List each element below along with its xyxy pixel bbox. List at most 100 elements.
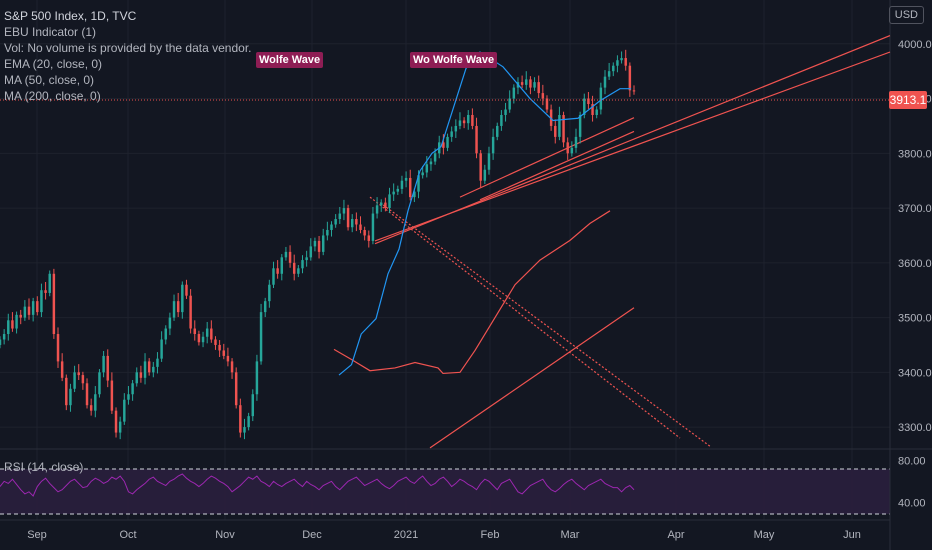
candle-body bbox=[409, 177, 412, 198]
rsi-line bbox=[0, 473, 635, 497]
candle-body bbox=[396, 188, 400, 192]
legend-vol[interactable]: Vol: No volume is provided by the data v… bbox=[4, 41, 252, 55]
candle-body bbox=[491, 136, 495, 154]
candle-body bbox=[131, 383, 134, 395]
candle-body bbox=[268, 284, 271, 302]
candle-body bbox=[607, 71, 611, 77]
candle-body bbox=[172, 301, 176, 318]
candle-body bbox=[239, 405, 242, 433]
candle-body bbox=[52, 273, 56, 335]
candle-body bbox=[500, 114, 503, 126]
wo-wolfe-wave-tag[interactable]: Wo Wolfe Wave bbox=[410, 52, 498, 68]
trendline bbox=[374, 51, 891, 242]
candle-body bbox=[483, 169, 487, 181]
candle-body bbox=[85, 383, 89, 406]
candle-body bbox=[156, 358, 159, 367]
candle-body bbox=[388, 194, 391, 209]
trendline bbox=[379, 202, 711, 447]
candle-body bbox=[214, 339, 217, 345]
candle-body bbox=[313, 240, 317, 247]
candle-body bbox=[330, 224, 333, 230]
candle-body bbox=[578, 114, 582, 137]
time-tick-label: Feb bbox=[481, 529, 500, 541]
candle-body bbox=[392, 191, 395, 195]
candle-body bbox=[69, 388, 72, 406]
candle-body bbox=[570, 147, 574, 154]
candle-body bbox=[496, 125, 499, 137]
candle-body bbox=[160, 339, 163, 359]
trendlines[interactable] bbox=[369, 35, 891, 449]
time-axis[interactable]: Sep Oct Nov Dec 2021 Feb Mar Apr May Jun bbox=[27, 529, 861, 541]
candle-body bbox=[110, 380, 114, 411]
candle-body bbox=[255, 361, 259, 395]
candle-body bbox=[520, 82, 524, 85]
candle-body bbox=[400, 180, 404, 189]
candle-body bbox=[549, 109, 553, 126]
symbol-title[interactable]: S&P 500 Index, 1D, TVC bbox=[4, 9, 137, 23]
candle-body bbox=[73, 372, 76, 389]
candle-body bbox=[292, 262, 296, 274]
candle-body bbox=[65, 377, 68, 406]
candle-body bbox=[123, 399, 126, 422]
candle-body bbox=[247, 416, 250, 428]
legend-ema[interactable]: EMA (20, close, 0) bbox=[4, 57, 103, 71]
candle-body bbox=[475, 125, 478, 154]
candle-body bbox=[462, 120, 466, 124]
candle-body bbox=[181, 284, 184, 313]
price-tick-label: 3600.0 bbox=[898, 258, 932, 270]
candle-body bbox=[599, 87, 603, 110]
candle-body bbox=[251, 394, 255, 417]
price-tick-label: 4000.0 bbox=[898, 39, 932, 51]
candle-body bbox=[19, 314, 22, 318]
candle-body bbox=[135, 372, 138, 384]
candle-body bbox=[326, 229, 329, 236]
candle-body bbox=[558, 114, 561, 137]
candle-body bbox=[305, 257, 308, 261]
price-tick-label: 3300.0 bbox=[898, 422, 932, 434]
candle-body bbox=[210, 328, 213, 340]
candle-body bbox=[529, 79, 532, 88]
candle-body bbox=[574, 136, 578, 148]
trendline bbox=[479, 130, 635, 201]
time-tick-label: Sep bbox=[27, 529, 47, 541]
candle-body bbox=[371, 213, 375, 241]
candle-body bbox=[284, 251, 288, 258]
candle-body bbox=[450, 131, 453, 137]
time-tick-label: Nov bbox=[215, 529, 235, 541]
candle-body bbox=[620, 58, 623, 61]
currency-button[interactable]: USD bbox=[888, 6, 924, 24]
price-tick-label: 3700.0 bbox=[898, 203, 932, 215]
candle-body bbox=[89, 405, 93, 411]
candle-body bbox=[118, 421, 122, 433]
rsi-legend[interactable]: RSI (14, close) bbox=[4, 460, 84, 474]
candle-body bbox=[508, 98, 511, 110]
candle-body bbox=[583, 98, 586, 115]
candle-body bbox=[595, 109, 598, 115]
candle-body bbox=[259, 312, 263, 362]
rsi-axis[interactable]: 80.00 40.00 bbox=[898, 455, 926, 509]
candle-body bbox=[114, 410, 118, 433]
legend-ebu[interactable]: EBU Indicator (1) bbox=[4, 25, 97, 39]
candle-body bbox=[334, 219, 337, 225]
candle-body bbox=[433, 153, 437, 162]
candle-body bbox=[301, 260, 304, 269]
candle-body bbox=[442, 142, 445, 148]
candle-body bbox=[363, 229, 366, 236]
candle-body bbox=[143, 361, 147, 378]
candle-body bbox=[338, 213, 342, 220]
legend-ma50[interactable]: MA (50, close, 0) bbox=[4, 73, 95, 87]
candle-body bbox=[234, 372, 238, 406]
candle-body bbox=[77, 372, 80, 376]
candle-body bbox=[525, 79, 528, 85]
candle-body bbox=[263, 301, 267, 313]
candle-body bbox=[288, 251, 292, 263]
candle-body bbox=[346, 208, 350, 228]
legend-ma200[interactable]: MA (200, close, 0) bbox=[4, 89, 101, 103]
candle-body bbox=[94, 394, 97, 411]
candle-body bbox=[375, 205, 379, 214]
candle-body bbox=[404, 177, 408, 181]
time-tick-label: Jun bbox=[843, 529, 861, 541]
candle-body bbox=[185, 284, 188, 296]
wolfe-wave-tag[interactable]: Wolfe Wave bbox=[256, 52, 324, 68]
